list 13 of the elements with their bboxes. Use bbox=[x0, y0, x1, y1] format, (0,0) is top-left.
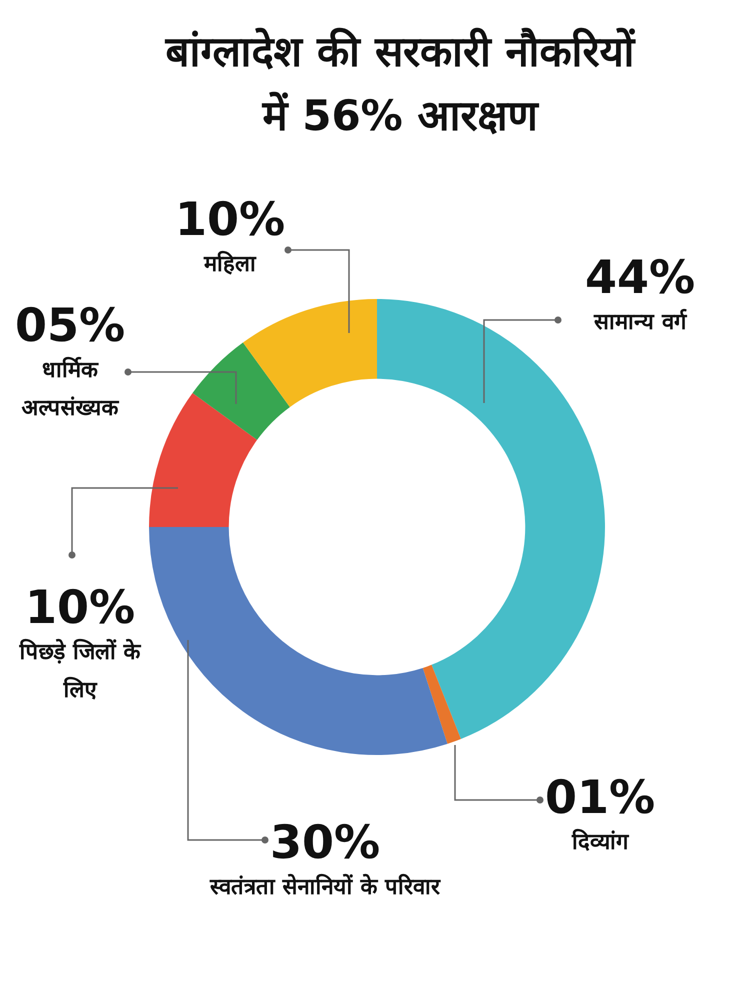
slice-label: पिछड़े जिलों के लिए bbox=[18, 638, 142, 705]
slice-label: दिव्यांग bbox=[570, 828, 630, 857]
slice-label: धार्मिक अल्पसंख्यक bbox=[20, 356, 120, 423]
data-label: 05% bbox=[14, 298, 126, 352]
data-label: 10% bbox=[24, 580, 136, 634]
data-label: 44% bbox=[584, 250, 696, 304]
slice-label: महिला bbox=[202, 250, 258, 279]
data-label: 01% bbox=[544, 770, 656, 824]
slice-label: स्वतंत्रता सेनानियों के परिवार bbox=[208, 872, 442, 902]
slice-label: सामान्य वर्ग bbox=[592, 308, 688, 337]
chart-title: बांग्लादेश की सरकारी नौकरियों में 56% आरक्षण bbox=[164, 26, 637, 142]
data-label: 30% bbox=[268, 815, 382, 869]
data-label: 10% bbox=[174, 192, 286, 246]
